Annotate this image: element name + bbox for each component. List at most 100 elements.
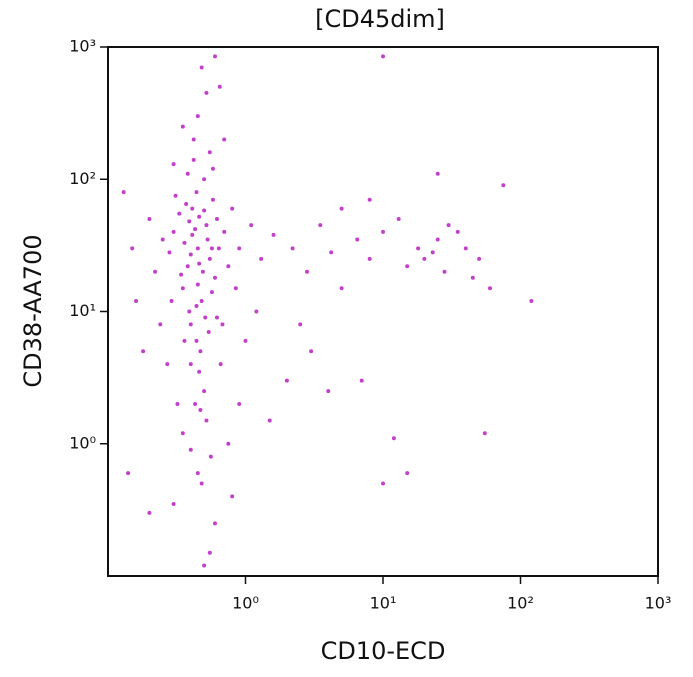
- point: [430, 250, 435, 255]
- point: [222, 137, 227, 142]
- point: [435, 237, 440, 242]
- point: [194, 304, 199, 309]
- point: [194, 338, 199, 343]
- point: [179, 272, 184, 277]
- point: [147, 510, 152, 515]
- point: [304, 269, 309, 274]
- point: [191, 137, 196, 142]
- point: [230, 494, 235, 499]
- point: [199, 299, 204, 304]
- y-tick-label: 10¹: [69, 301, 96, 320]
- point: [202, 177, 207, 182]
- point: [204, 90, 209, 95]
- point: [359, 378, 364, 383]
- point: [209, 290, 214, 295]
- point: [267, 418, 272, 423]
- point: [147, 217, 152, 222]
- point: [442, 269, 447, 274]
- point: [160, 237, 165, 242]
- point: [126, 471, 131, 476]
- point: [200, 269, 205, 274]
- point: [249, 223, 254, 228]
- x-axis-label: CD10-ECD: [321, 637, 446, 665]
- point: [455, 229, 460, 234]
- point: [290, 246, 295, 251]
- point: [446, 223, 451, 228]
- point: [190, 206, 195, 211]
- y-tick-label: 10³: [69, 37, 96, 56]
- point: [207, 256, 212, 261]
- point: [171, 162, 176, 167]
- point: [188, 322, 193, 327]
- point: [187, 219, 192, 224]
- point: [381, 229, 385, 234]
- point: [202, 389, 207, 394]
- point: [141, 349, 146, 354]
- x-tick-label: 10¹: [370, 594, 397, 613]
- point: [180, 431, 185, 436]
- point: [202, 563, 207, 568]
- point: [482, 431, 487, 436]
- point: [173, 193, 178, 198]
- point: [198, 407, 203, 412]
- point: [284, 378, 289, 383]
- point: [435, 171, 440, 176]
- point: [422, 256, 427, 261]
- point: [210, 197, 215, 202]
- point: [188, 362, 193, 367]
- point: [134, 299, 139, 304]
- point: [218, 362, 223, 367]
- point: [195, 471, 200, 476]
- point: [487, 286, 492, 291]
- point: [326, 389, 331, 394]
- point: [209, 246, 214, 251]
- point: [237, 246, 242, 251]
- point: [167, 250, 172, 255]
- point: [220, 322, 225, 327]
- point: [182, 240, 187, 245]
- point: [184, 201, 189, 206]
- point: [405, 471, 410, 476]
- point: [396, 217, 401, 222]
- point: [217, 84, 222, 89]
- point: [391, 436, 396, 441]
- point: [367, 197, 372, 202]
- point: [381, 481, 385, 486]
- point: [381, 54, 385, 59]
- point: [193, 227, 198, 232]
- point: [339, 286, 344, 291]
- point: [204, 418, 209, 423]
- point: [199, 65, 204, 70]
- point: [197, 369, 202, 374]
- point: [175, 401, 180, 406]
- point: [329, 250, 334, 255]
- chart-title: [CD45dim]: [315, 5, 445, 33]
- point: [470, 275, 475, 280]
- point: [190, 232, 195, 237]
- point: [171, 229, 176, 234]
- point: [210, 166, 215, 171]
- point: [416, 246, 421, 251]
- point: [259, 256, 264, 261]
- point: [243, 338, 248, 343]
- point: [202, 208, 207, 213]
- point: [339, 206, 344, 211]
- point: [185, 264, 190, 269]
- point: [214, 217, 219, 222]
- point: [230, 206, 235, 211]
- point: [153, 269, 158, 274]
- point: [367, 256, 372, 261]
- y-tick-label: 10⁰: [69, 433, 96, 452]
- point: [194, 190, 199, 195]
- point: [212, 521, 217, 526]
- point: [193, 401, 198, 406]
- point: [158, 322, 163, 327]
- point: [169, 299, 174, 304]
- point: [355, 237, 360, 242]
- point: [191, 157, 196, 162]
- point: [188, 447, 193, 452]
- point: [405, 264, 410, 269]
- point: [187, 309, 192, 314]
- point: [233, 286, 238, 291]
